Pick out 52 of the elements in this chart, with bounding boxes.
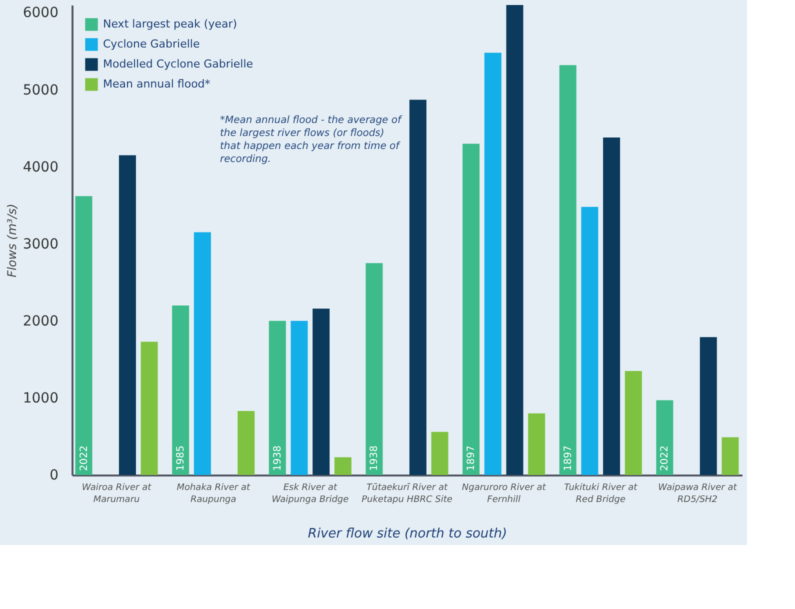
annotation: 1938: [369, 446, 380, 471]
bar: [624, 370, 642, 475]
bar: [581, 206, 598, 475]
y-tick-label: 3000: [22, 236, 58, 252]
annotation: *Mean annual flood - the average of the largest river flows (or floods) that happen each year from time of recording.: [220, 115, 402, 165]
x-axis-title: River flow site (north to south): [308, 526, 508, 542]
bar: [366, 263, 383, 475]
x-tick-label: Tūtaekurī River at Puketapu HBRC Site: [362, 483, 453, 505]
annotation: 2022: [660, 446, 671, 471]
y-tick-label: 4000: [22, 159, 58, 176]
bar: [656, 400, 674, 475]
bar: [559, 65, 576, 475]
x-tick-label: Waipawa River at RD5/SH2: [658, 483, 738, 505]
bar: [431, 432, 448, 475]
bar: [462, 144, 480, 475]
bar: [75, 196, 92, 475]
bar: [312, 308, 330, 475]
y-tick-label: 6000: [22, 5, 58, 22]
legend-label: Mean annual flood*: [103, 78, 211, 90]
bar: [118, 155, 136, 475]
x-tick-label: Tukituki River at Red Bridge: [564, 483, 638, 505]
legend-label: Modelled Cyclone Gabrielle: [103, 58, 254, 70]
bar: [140, 342, 158, 475]
bar: [484, 52, 502, 475]
x-tick-label: Ngaruroro River at Fernhill: [462, 483, 546, 505]
bar: [722, 437, 739, 475]
bar: [528, 413, 546, 475]
y-tick-label: 2000: [22, 313, 58, 330]
legend-label: Cyclone Gabrielle: [103, 38, 200, 50]
legend-label: Next largest peak (year): [103, 18, 238, 30]
bar: [268, 320, 286, 475]
annotation: 1897: [466, 446, 478, 471]
y-axis-title: Flows (m³/s): [4, 204, 19, 278]
bar: [603, 138, 620, 475]
bar: [194, 232, 211, 475]
bar: [290, 320, 308, 475]
x-tick-label: Esk River at Waipunga Bridge: [272, 483, 350, 505]
bar: [506, 5, 524, 475]
annotation: 1985: [176, 446, 187, 471]
bar: [238, 411, 255, 475]
annotation: 1897: [562, 446, 574, 471]
bar: [700, 337, 717, 475]
y-tick-label: 0: [50, 468, 58, 484]
annotation: 1938: [272, 446, 284, 471]
bar: [334, 457, 352, 475]
annotation: 2022: [78, 446, 90, 471]
y-tick-label: 5000: [22, 82, 58, 98]
bar: [172, 305, 190, 475]
bar: [409, 100, 426, 475]
x-tick-label: Wairoa River at Marumaru: [82, 483, 152, 505]
x-tick-label: Mohaka River at Raupunga: [176, 483, 250, 505]
y-tick-label: 1000: [22, 390, 58, 406]
